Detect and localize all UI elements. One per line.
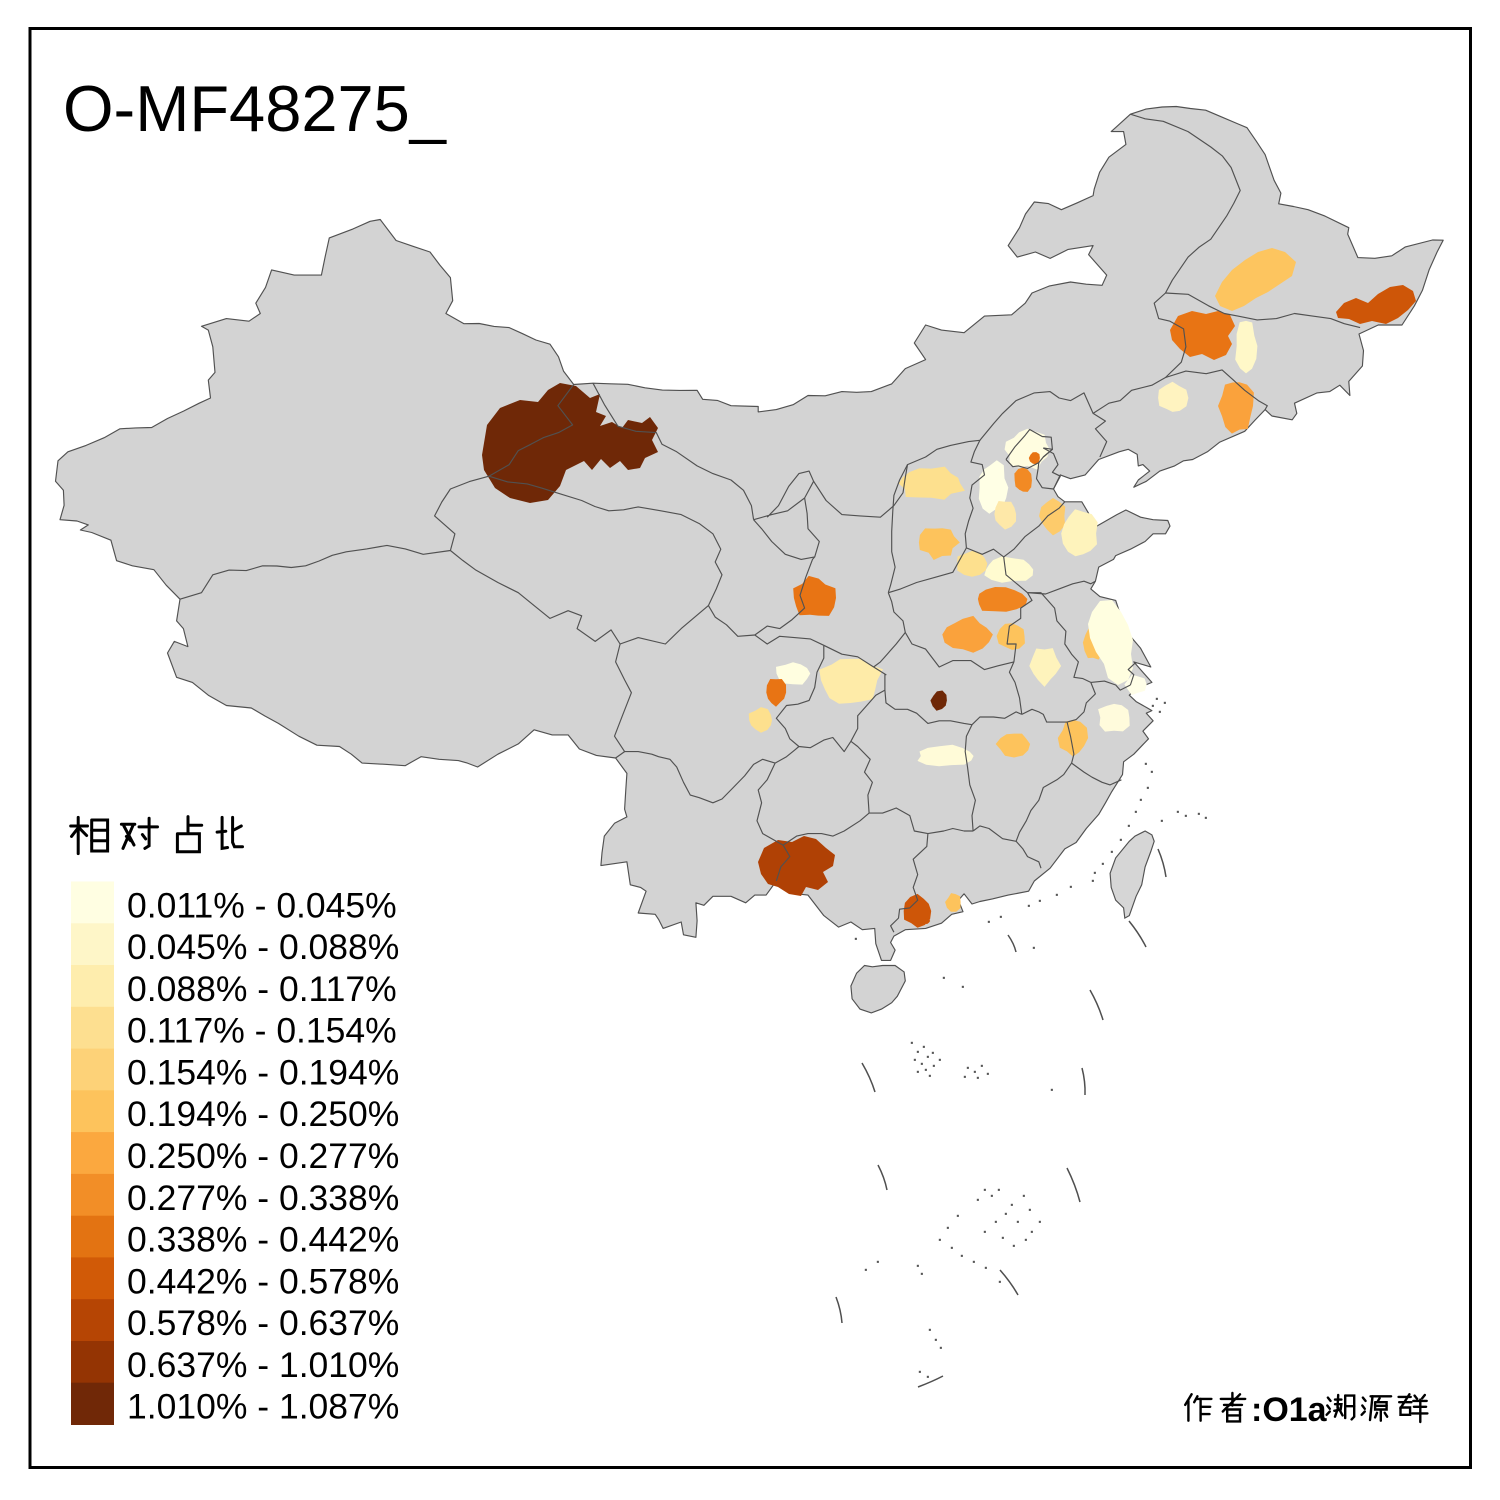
svg-text:0.442% - 0.578%: 0.442% - 0.578% bbox=[127, 1261, 399, 1301]
svg-text:0.578% - 0.637%: 0.578% - 0.637% bbox=[127, 1303, 399, 1343]
svg-text:O-MF48275_: O-MF48275_ bbox=[63, 72, 447, 145]
svg-text::O1a: :O1a bbox=[1251, 1391, 1328, 1429]
svg-text:0.011% - 0.045%: 0.011% - 0.045% bbox=[127, 885, 397, 925]
svg-text:1.010% - 1.087%: 1.010% - 1.087% bbox=[127, 1387, 399, 1427]
svg-text:0.194% - 0.250%: 0.194% - 0.250% bbox=[127, 1094, 399, 1134]
svg-text:0.338% - 0.442%: 0.338% - 0.442% bbox=[127, 1220, 399, 1260]
svg-text:0.088% - 0.117%: 0.088% - 0.117% bbox=[127, 969, 397, 1009]
svg-text:0.154% - 0.194%: 0.154% - 0.194% bbox=[127, 1053, 399, 1093]
svg-text:0.250% - 0.277%: 0.250% - 0.277% bbox=[127, 1136, 399, 1176]
svg-text:0.277% - 0.338%: 0.277% - 0.338% bbox=[127, 1178, 399, 1218]
svg-text:0.117% - 0.154%: 0.117% - 0.154% bbox=[127, 1011, 397, 1051]
svg-text:0.637% - 1.010%: 0.637% - 1.010% bbox=[127, 1345, 399, 1385]
svg-text:0.045% - 0.088%: 0.045% - 0.088% bbox=[127, 927, 399, 967]
